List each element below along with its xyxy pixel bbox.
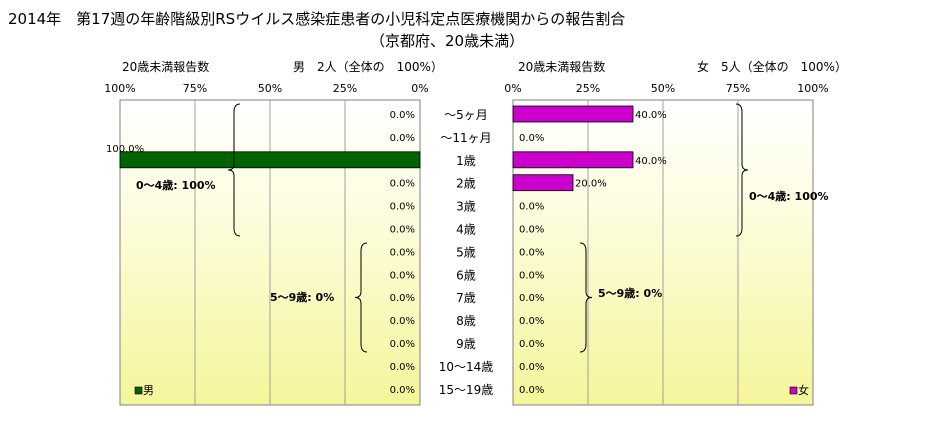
chart-subtitle: （京都府、20歳未満）: [370, 32, 525, 50]
female-tick-label: 75%: [726, 82, 750, 95]
male-tick-label: 25%: [333, 82, 357, 95]
female-annotation-5-9: 5～9歳: 0%: [598, 286, 662, 300]
female-tick-label: 100%: [797, 82, 828, 95]
male-data-label: 0.0%: [390, 179, 415, 190]
female-data-label: 0.0%: [519, 362, 544, 373]
female-data-label: 40.0%: [635, 156, 667, 167]
female-data-label: 0.0%: [519, 385, 544, 396]
female-bar: [512, 105, 634, 123]
male-legend-label: 男: [143, 384, 154, 397]
male-data-label: 0.0%: [390, 270, 415, 281]
category-label: 2歳: [456, 177, 476, 191]
female-header: 女 5人（全体の 100%）: [697, 59, 847, 74]
male-header: 男 2人（全体の 100%）: [293, 59, 443, 74]
male-data-label: 100.0%: [106, 144, 144, 155]
female-tick-label: 0%: [504, 82, 521, 95]
female-axis-label: 20歳未満報告数: [518, 59, 605, 74]
category-label: 1歳: [456, 154, 476, 168]
category-label: 9歳: [456, 337, 476, 351]
female-brace-5-9: [579, 242, 593, 353]
female-data-label: 0.0%: [519, 202, 544, 213]
female-brace-0-4: [735, 103, 749, 237]
female-data-label: 0.0%: [519, 293, 544, 304]
female-data-label: 40.0%: [635, 110, 667, 121]
male-annotation-5-9: 5～9歳: 0%: [270, 290, 334, 304]
female-tick-label: 25%: [576, 82, 600, 95]
male-data-label: 0.0%: [390, 339, 415, 350]
category-label: 8歳: [456, 314, 476, 328]
male-legend-swatch: [134, 386, 143, 395]
male-brace-5-9: [354, 242, 368, 353]
male-data-label: 0.0%: [390, 293, 415, 304]
male-axis-label: 20歳未満報告数: [122, 59, 209, 74]
category-label: 10～14歳: [439, 360, 494, 374]
female-legend-swatch: [789, 386, 798, 395]
female-data-label: 0.0%: [519, 247, 544, 258]
male-data-label: 0.0%: [390, 362, 415, 373]
male-data-label: 0.0%: [390, 202, 415, 213]
category-label: ～5ヶ月: [444, 108, 488, 122]
category-label: 7歳: [456, 291, 476, 305]
category-label: 3歳: [456, 200, 476, 214]
chart-title: 2014年 第17週の年齢階級別RSウイルス感染症患者の小児科定点医療機関からの…: [8, 10, 626, 28]
male-brace-0-4: [227, 103, 241, 237]
female-legend-label: 女: [798, 383, 809, 397]
male-tick-label: 100%: [104, 82, 135, 95]
male-data-label: 0.0%: [390, 247, 415, 258]
female-data-label: 20.0%: [575, 179, 607, 190]
female-bar: [512, 174, 574, 192]
female-annotation-0-4: 0～4歳: 100%: [749, 189, 829, 203]
male-annotation-0-4: 0～4歳: 100%: [136, 178, 216, 192]
female-bar: [512, 151, 634, 169]
female-data-label: 0.0%: [519, 225, 544, 236]
category-label: 6歳: [456, 268, 476, 282]
female-data-label: 0.0%: [519, 270, 544, 281]
male-data-label: 0.0%: [390, 385, 415, 396]
male-tick-label: 0%: [411, 82, 428, 95]
category-label: 5歳: [456, 245, 476, 259]
male-data-label: 0.0%: [390, 110, 415, 121]
male-tick-label: 50%: [258, 82, 282, 95]
male-data-label: 0.0%: [390, 225, 415, 236]
female-data-label: 0.0%: [519, 339, 544, 350]
male-tick-label: 75%: [183, 82, 207, 95]
category-label: 4歳: [456, 223, 476, 237]
category-label: 15～19歳: [439, 383, 494, 397]
male-bar: [119, 151, 421, 169]
female-tick-label: 50%: [651, 82, 675, 95]
category-label: ～11ヶ月: [440, 131, 491, 145]
male-data-label: 0.0%: [390, 316, 415, 327]
male-data-label: 0.0%: [390, 133, 415, 144]
female-data-label: 0.0%: [519, 316, 544, 327]
female-data-label: 0.0%: [519, 133, 544, 144]
